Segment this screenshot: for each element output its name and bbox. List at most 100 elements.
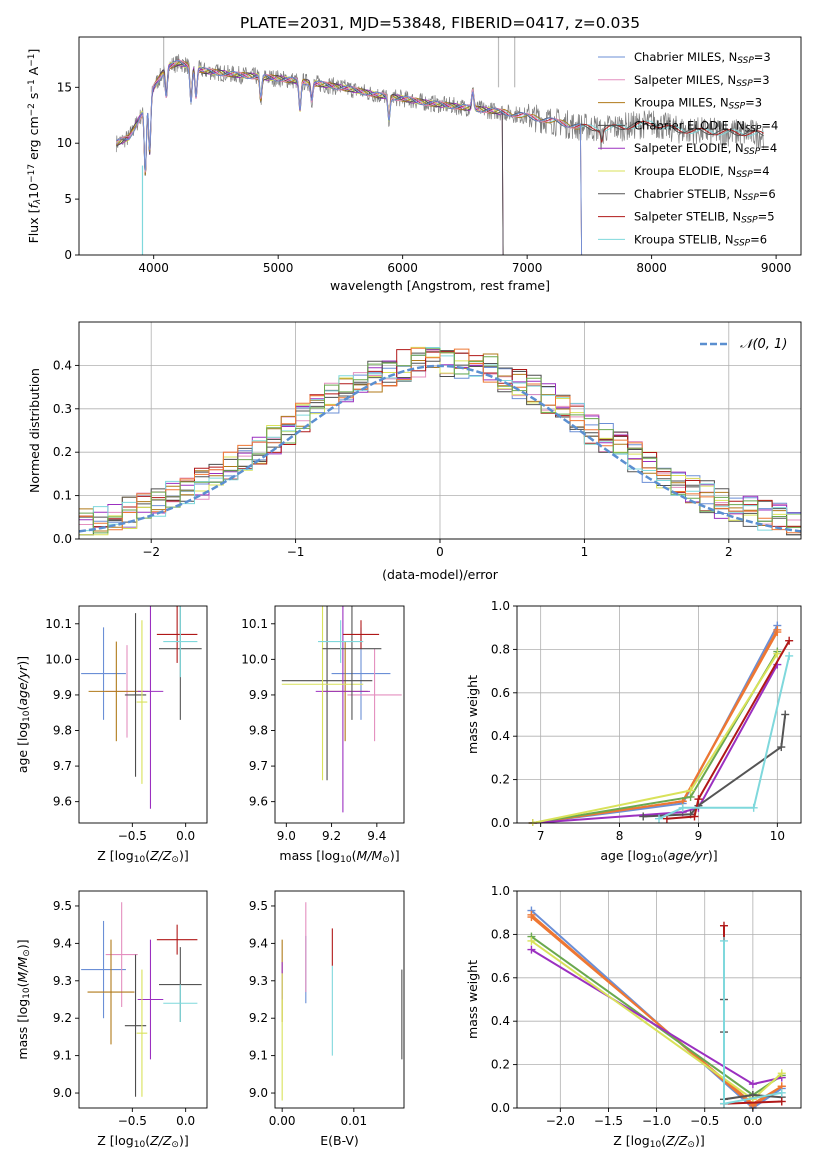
x-tick-label: 0.0 [743,1114,762,1128]
y-tick-label: 0.6 [491,971,510,985]
x-tick-label: 1 [581,545,589,559]
y-axis-label: mass [log10(M/M⊙)] [15,939,32,1059]
age-vs-metallicity-panel: −0.5 0.0 9.6 9.7 9.8 9.9 10.0 10.1 Z [log10(Z/Z⊙… [15,605,208,865]
y-tick-label: 0.4 [53,358,72,372]
x-axis-label: wavelength [Angstrom, rest frame] [330,278,550,293]
y-tick-label: 9.9 [53,688,72,702]
model-spectrum [116,63,504,255]
figure-title: PLATE=2031, MJD=53848, FIBERID=0417, z=0… [240,14,640,32]
x-axis-label: Z [log10(Z/Z⊙)] [97,1133,188,1150]
y-tick-label: 0 [64,248,72,262]
x-tick-label: 5000 [263,261,294,275]
y-tick-label: 0.8 [491,927,510,941]
y-tick-label: 10.1 [241,617,268,631]
x-tick-label: 7000 [512,261,543,275]
y-axis-label: age [log10(age/yr)] [15,656,32,773]
legend-label: Kroupa ELODIE, NSSP=4 [634,164,770,180]
x-tick-label: 9.4 [367,829,386,843]
x-tick-label: −2.0 [546,1114,575,1128]
y-tick-label: 1.0 [491,884,510,898]
y-tick-label: 0.0 [491,1101,510,1115]
weight-line [658,655,791,820]
grid [517,890,801,1109]
y-tick-label: 10.1 [45,617,72,631]
y-tick-label: 9.2 [249,1011,268,1025]
axes-frame [274,605,405,824]
x-axis-label: mass [log10(M/M⊙)] [279,848,399,865]
mass-vs-metallicity-panel: −0.5 0.0 9.0 9.1 9.2 9.3 9.4 9.5 Z [log10(Z/Z⊙)]… [15,890,208,1150]
y-tick-label: 9.9 [249,688,268,702]
x-tick-label: 0.01 [340,1114,367,1128]
x-axis-label: (data-model)/error [382,567,499,582]
x-tick-label: 0.0 [176,1114,195,1128]
x-axis-label: E(B-V) [320,1133,359,1148]
model-spectrum [116,62,504,255]
legend-normal-label: 𝒩(0, 1) [740,337,787,352]
y-tick-label: 9.7 [53,759,72,773]
y-tick-label: 15 [57,80,72,94]
model-spectrum [116,61,583,255]
series-marks [528,621,794,826]
weight-vs-age-panel: 7 8 9 10 0.0 0.2 0.4 0.6 0.8 1.0 age [log10(age/yr… [465,599,802,865]
weight-line [532,653,779,824]
y-tick-label: 1.0 [491,599,510,613]
axes-frame [78,36,802,256]
axes-frame [78,890,208,1109]
legend-label: Salpeter MILES, NSSP=3 [634,73,770,89]
y-tick-label: 9.6 [249,795,268,809]
x-tick-label: 4000 [138,261,169,275]
y-tick-label: 0.4 [491,1014,510,1028]
model-spectrum [115,59,583,255]
x-tick-label: 7 [537,829,545,843]
series-marks [527,906,786,1111]
y-tick-label: 9.1 [249,1049,268,1063]
x-tick-label: 0.0 [176,829,195,843]
legend-label: Kroupa STELIB, NSSP=6 [634,232,767,248]
y-tick-label: 0.3 [53,402,72,416]
spectrum-panel: 4000 5000 6000 7000 8000 9000 0 5 10 15 wavelength… [26,36,802,293]
x-tick-label: −1.5 [594,1114,623,1128]
normal-distribution-curve [79,364,801,533]
age-vs-mass-panel: 9.0 9.2 9.4 9.6 9.7 9.8 9.9 10.0 10.1 mass [log10… [241,605,405,865]
y-axis-label: mass weight [465,960,480,1039]
observed-spectrum [115,54,765,176]
y-tick-label: 9.3 [53,974,72,988]
x-tick-label: 2 [725,545,733,559]
y-tick-label: 9.2 [53,1011,72,1025]
y-tick-label: 9.5 [249,899,268,913]
x-axis-label: Z [log10(Z/Z⊙)] [97,848,188,865]
y-tick-label: 0.8 [491,642,510,656]
x-tick-label: −0.5 [118,829,147,843]
weight-line [532,631,779,824]
residual-panel: −2 −1 0 1 2 0.0 0.1 0.2 0.3 0.4 (data-model)/error… [27,321,802,582]
y-tick-label: 10 [57,136,72,150]
errorbar-marks [281,606,402,813]
x-tick-label: 6000 [387,261,418,275]
model-spectrum [116,59,583,255]
residual-histogram [79,348,801,534]
y-tick-label: 9.1 [53,1049,72,1063]
x-tick-label: 8 [616,829,624,843]
axes-frame [78,605,208,824]
axes-frame [516,605,802,824]
x-tick-label: 0 [436,545,444,559]
y-tick-label: 10.0 [241,652,268,666]
y-tick-label: 9.8 [53,724,72,738]
y-tick-label: 0.6 [491,686,510,700]
y-tick-label: 0.2 [491,773,510,787]
x-axis-label: age [log10(age/yr)] [600,848,717,865]
y-tick-label: 9.7 [249,759,268,773]
y-tick-label: 5 [64,192,72,206]
y-axis-label: mass weight [465,675,480,754]
y-tick-label: 0.1 [53,489,72,503]
model-spectrum [116,62,504,255]
y-tick-label: 9.4 [249,936,268,950]
x-tick-label: 8000 [636,261,667,275]
axes-frame [516,890,802,1109]
errorbar-marks [81,902,202,1097]
x-tick-label: −1.0 [642,1114,671,1128]
y-tick-label: 10.0 [45,652,72,666]
x-tick-label: −2 [142,545,160,559]
y-tick-label: 0.0 [491,816,510,830]
x-tick-label: −0.5 [118,1114,147,1128]
